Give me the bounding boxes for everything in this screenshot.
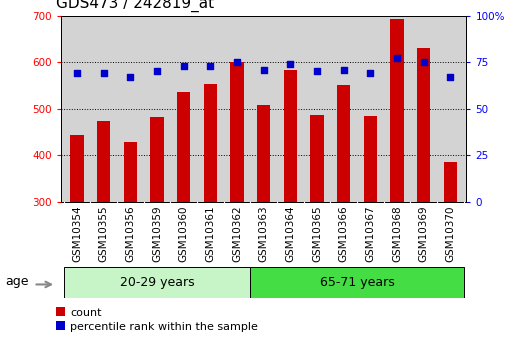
Bar bbox=[97, 121, 110, 202]
Bar bbox=[417, 48, 430, 202]
Bar bbox=[231, 62, 244, 202]
Bar bbox=[64, 267, 250, 298]
Text: 20-29 years: 20-29 years bbox=[120, 276, 195, 289]
Text: GSM10369: GSM10369 bbox=[419, 205, 429, 262]
Text: GSM10355: GSM10355 bbox=[99, 205, 109, 262]
Point bbox=[259, 67, 268, 72]
Text: GSM10364: GSM10364 bbox=[285, 205, 295, 262]
Point bbox=[339, 67, 348, 72]
Point bbox=[153, 69, 161, 74]
Text: GSM10365: GSM10365 bbox=[312, 205, 322, 262]
Bar bbox=[151, 117, 164, 202]
Point bbox=[419, 59, 428, 65]
Point bbox=[206, 63, 215, 69]
Text: GSM10356: GSM10356 bbox=[125, 205, 135, 262]
Point bbox=[313, 69, 321, 74]
Bar bbox=[364, 116, 377, 202]
Bar bbox=[123, 142, 137, 202]
Point bbox=[286, 61, 295, 67]
Text: 65-71 years: 65-71 years bbox=[320, 276, 394, 289]
Text: GSM10367: GSM10367 bbox=[365, 205, 375, 262]
Bar bbox=[311, 115, 324, 202]
Text: GSM10361: GSM10361 bbox=[205, 205, 215, 262]
Text: GSM10354: GSM10354 bbox=[72, 205, 82, 262]
Text: GSM10360: GSM10360 bbox=[179, 205, 189, 262]
Point bbox=[393, 56, 401, 61]
Text: GSM10366: GSM10366 bbox=[339, 205, 349, 262]
Bar bbox=[444, 162, 457, 202]
Text: GSM10362: GSM10362 bbox=[232, 205, 242, 262]
Text: GDS473 / 242819_at: GDS473 / 242819_at bbox=[56, 0, 214, 12]
Bar bbox=[284, 70, 297, 202]
Point bbox=[366, 70, 375, 76]
Text: GSM10370: GSM10370 bbox=[445, 205, 455, 262]
Bar bbox=[257, 106, 270, 202]
Text: GSM10363: GSM10363 bbox=[259, 205, 269, 262]
Bar bbox=[70, 135, 84, 202]
Point bbox=[73, 70, 81, 76]
Text: GSM10359: GSM10359 bbox=[152, 205, 162, 262]
Bar bbox=[177, 92, 190, 202]
Point bbox=[100, 70, 108, 76]
Bar bbox=[250, 267, 464, 298]
Point bbox=[233, 59, 241, 65]
Text: age: age bbox=[5, 275, 29, 288]
Bar bbox=[204, 84, 217, 202]
Point bbox=[446, 74, 455, 80]
Bar bbox=[337, 85, 350, 202]
Legend: count, percentile rank within the sample: count, percentile rank within the sample bbox=[56, 307, 258, 332]
Text: GSM10368: GSM10368 bbox=[392, 205, 402, 262]
Bar bbox=[391, 19, 404, 202]
Point bbox=[180, 63, 188, 69]
Point bbox=[126, 74, 135, 80]
